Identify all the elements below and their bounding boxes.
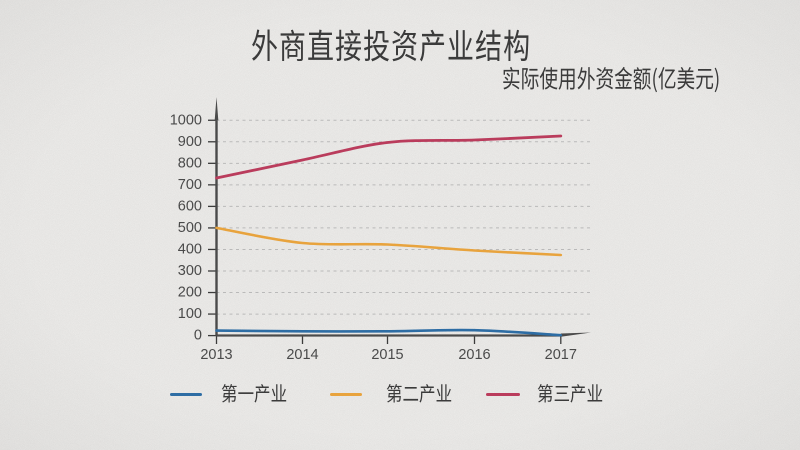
svg-text:800: 800 bbox=[178, 156, 202, 172]
svg-text:0: 0 bbox=[194, 328, 202, 344]
svg-text:2016: 2016 bbox=[458, 347, 490, 363]
svg-text:2014: 2014 bbox=[286, 347, 318, 363]
svg-text:2015: 2015 bbox=[371, 347, 403, 363]
svg-text:200: 200 bbox=[178, 285, 202, 301]
svg-text:1000: 1000 bbox=[170, 113, 202, 129]
svg-text:900: 900 bbox=[178, 134, 202, 150]
svg-text:300: 300 bbox=[178, 263, 202, 279]
svg-text:2017: 2017 bbox=[545, 347, 577, 363]
svg-text:2013: 2013 bbox=[200, 347, 232, 363]
svg-text:600: 600 bbox=[178, 199, 202, 215]
svg-text:700: 700 bbox=[178, 177, 202, 193]
svg-text:500: 500 bbox=[178, 220, 202, 236]
svg-text:100: 100 bbox=[178, 306, 202, 322]
svg-text:400: 400 bbox=[178, 242, 202, 258]
